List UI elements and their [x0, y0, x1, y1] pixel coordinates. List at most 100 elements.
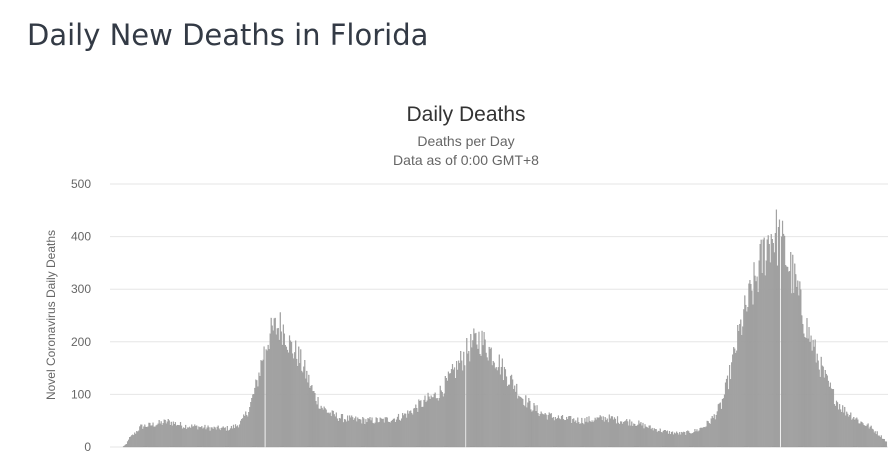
bar [258, 372, 260, 448]
bar [749, 280, 751, 448]
bar [508, 384, 511, 448]
bar [703, 426, 705, 448]
bar [659, 428, 661, 448]
bar [406, 417, 408, 448]
bar [407, 410, 409, 448]
bar [685, 434, 687, 448]
bar [560, 415, 563, 448]
bar [580, 423, 582, 448]
bar [646, 427, 648, 448]
bar [567, 419, 569, 448]
bar [334, 416, 336, 448]
bar [300, 349, 302, 448]
bar [637, 424, 639, 448]
bar [663, 430, 665, 448]
bar [156, 424, 158, 448]
bar [884, 441, 887, 448]
bar [605, 420, 607, 448]
bar [440, 390, 442, 448]
bar [571, 422, 573, 448]
bar [706, 420, 708, 448]
bar [129, 437, 131, 448]
bar [502, 380, 505, 448]
bar [726, 375, 729, 448]
bar [824, 370, 826, 448]
bar [152, 422, 154, 448]
bar [712, 417, 714, 448]
bar [145, 426, 147, 448]
bar [721, 398, 724, 448]
bar [135, 433, 137, 448]
bar [771, 239, 773, 448]
bar [692, 432, 694, 448]
bar [769, 262, 771, 448]
bar [599, 415, 601, 448]
bar [819, 376, 821, 448]
bar [216, 426, 218, 448]
bar [359, 419, 361, 448]
bar [654, 429, 656, 448]
bar [363, 418, 365, 448]
bar [355, 416, 357, 448]
bar [627, 421, 629, 448]
y-tick-label: 300 [71, 282, 91, 296]
bar [558, 418, 561, 448]
bar [554, 417, 556, 448]
bar [432, 397, 434, 448]
bar [814, 339, 816, 448]
bar [373, 423, 375, 448]
bar [336, 418, 338, 448]
bar [400, 418, 403, 448]
bar [882, 438, 884, 448]
bar [636, 425, 638, 448]
bar [634, 424, 636, 448]
bar [564, 420, 567, 448]
bar [885, 441, 888, 448]
bar [266, 350, 268, 448]
bar [863, 425, 865, 448]
bar [332, 410, 334, 448]
bar [865, 426, 867, 448]
bar [461, 360, 463, 448]
bar [267, 344, 269, 448]
bar [682, 432, 684, 448]
bar [684, 432, 686, 448]
bar [317, 397, 319, 448]
bar [163, 419, 165, 448]
bar [793, 292, 795, 448]
bar [211, 427, 213, 448]
bar [731, 362, 733, 448]
bar [443, 393, 445, 448]
bar [457, 369, 459, 448]
bar [425, 402, 427, 448]
bar [873, 432, 875, 448]
bar [716, 411, 718, 448]
y-tick-label: 500 [71, 177, 91, 191]
bar [678, 434, 680, 448]
bar [184, 428, 186, 448]
bar [207, 425, 209, 448]
bar [224, 427, 226, 448]
bar [141, 424, 143, 448]
bar [493, 362, 495, 448]
bar [230, 425, 233, 448]
bar [416, 408, 418, 448]
bar [339, 418, 342, 448]
bar [344, 419, 347, 448]
bar [206, 427, 208, 448]
bar [528, 398, 530, 448]
bar [316, 404, 318, 448]
bar [551, 418, 553, 448]
y-tick-label: 400 [71, 230, 91, 244]
bar [126, 441, 129, 448]
bar [261, 361, 263, 448]
bar [862, 423, 864, 448]
bar [776, 265, 779, 448]
bar [246, 415, 248, 448]
bar [123, 445, 126, 448]
bar [256, 380, 258, 448]
bar [751, 290, 753, 448]
bar [468, 351, 470, 448]
bar [577, 417, 579, 448]
bar [876, 431, 878, 448]
